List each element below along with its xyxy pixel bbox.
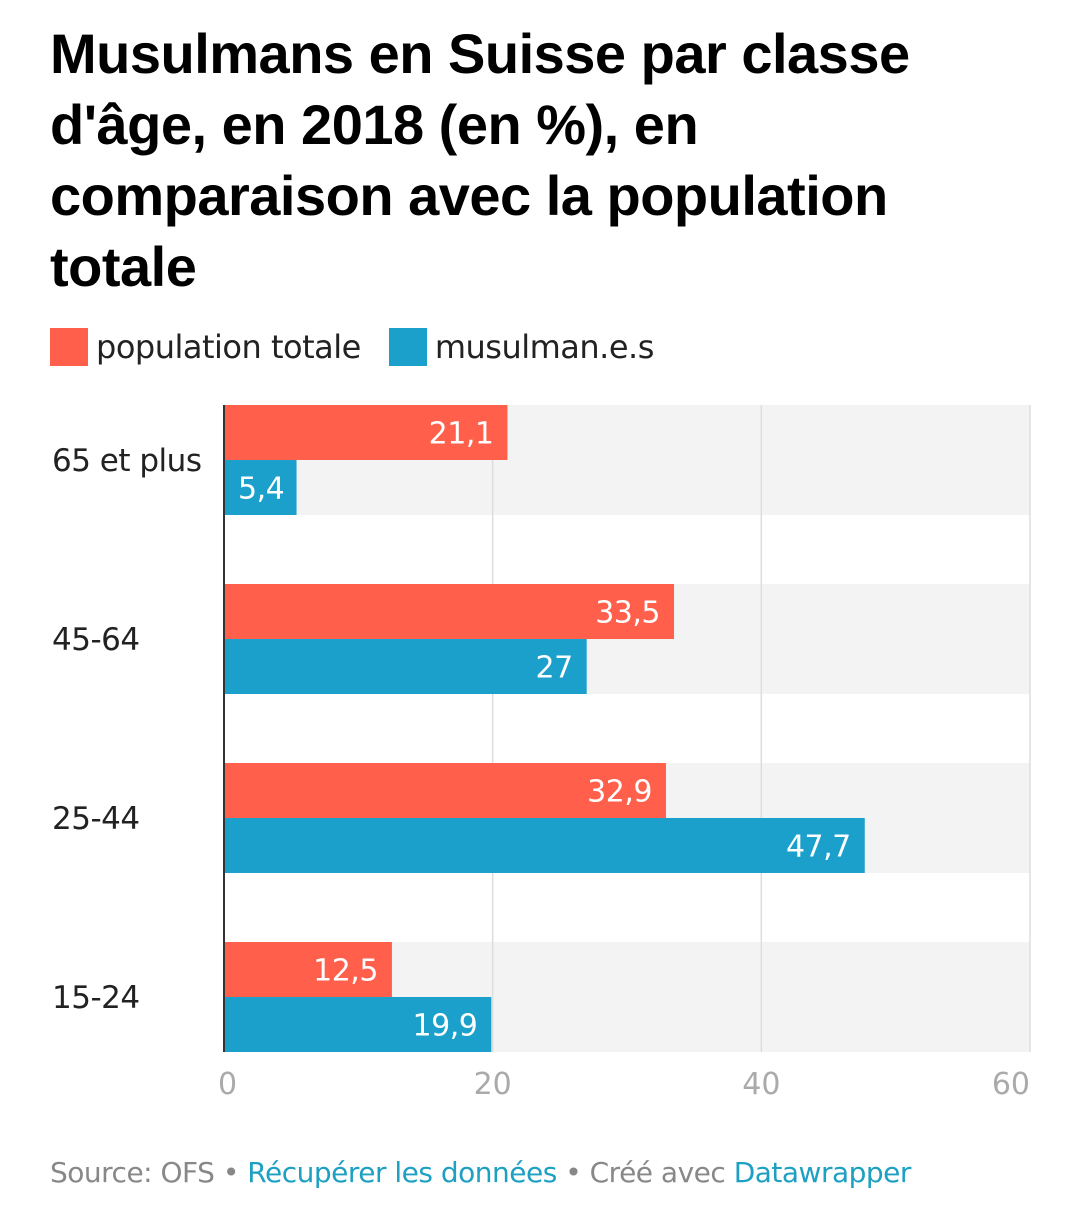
bar-value-label: 5,4 bbox=[238, 472, 284, 507]
bar-musulmans bbox=[224, 639, 587, 694]
bar-value-label: 12,5 bbox=[313, 954, 378, 989]
bar-value-label: 21,1 bbox=[429, 417, 494, 452]
legend-label: population totale bbox=[96, 328, 361, 366]
category-label: 15-24 bbox=[52, 980, 140, 1016]
get-data-link[interactable]: Récupérer les données bbox=[247, 1156, 557, 1189]
category-label: 65 et plus bbox=[52, 443, 201, 479]
datawrapper-link[interactable]: Datawrapper bbox=[733, 1156, 912, 1189]
source-text: Source: OFS bbox=[50, 1156, 215, 1189]
legend: population totale musulman.e.s bbox=[50, 328, 682, 366]
x-tick-label: 60 bbox=[992, 1067, 1030, 1102]
bar-musulmans bbox=[224, 997, 492, 1052]
bar-value-label: 32,9 bbox=[587, 775, 652, 810]
bar-value-label: 19,9 bbox=[413, 1009, 478, 1044]
bar-value-label: 47,7 bbox=[786, 830, 851, 865]
x-tick-label: 40 bbox=[742, 1067, 780, 1102]
legend-swatch-musulmans bbox=[388, 328, 427, 366]
footer: Source: OFS • Récupérer les données • Cr… bbox=[50, 1156, 911, 1189]
bar-value-label: 27 bbox=[536, 651, 573, 686]
x-tick-label: 0 bbox=[218, 1067, 237, 1102]
bar-value-label: 33,5 bbox=[595, 596, 660, 631]
separator: • bbox=[214, 1156, 248, 1189]
bar-musulmans bbox=[224, 818, 865, 873]
bar-population-totale bbox=[224, 584, 675, 639]
chart-title: Musulmans en Suisse par classe d'âge, en… bbox=[50, 22, 910, 298]
category-label: 25-44 bbox=[52, 801, 140, 837]
bar-population-totale bbox=[224, 405, 508, 460]
x-tick-label: 20 bbox=[474, 1067, 512, 1102]
bar-population-totale bbox=[224, 763, 666, 818]
bar-population-totale bbox=[224, 942, 392, 997]
legend-label: musulman.e.s bbox=[434, 328, 655, 366]
legend-swatch-population-totale bbox=[50, 328, 88, 366]
legend-item-population-totale: population totale bbox=[50, 328, 361, 366]
category-label: 45-64 bbox=[52, 622, 140, 658]
bar-musulmans bbox=[224, 460, 297, 515]
legend-item-musulmans: musulman.e.s bbox=[388, 328, 655, 366]
bar-chart: 65 et plus 21,1 5,4 45-64 33,5 27 25-44 32,9 47,… bbox=[52, 405, 1031, 1102]
separator: • bbox=[556, 1156, 590, 1189]
created-with-text: Créé avec bbox=[589, 1156, 734, 1189]
